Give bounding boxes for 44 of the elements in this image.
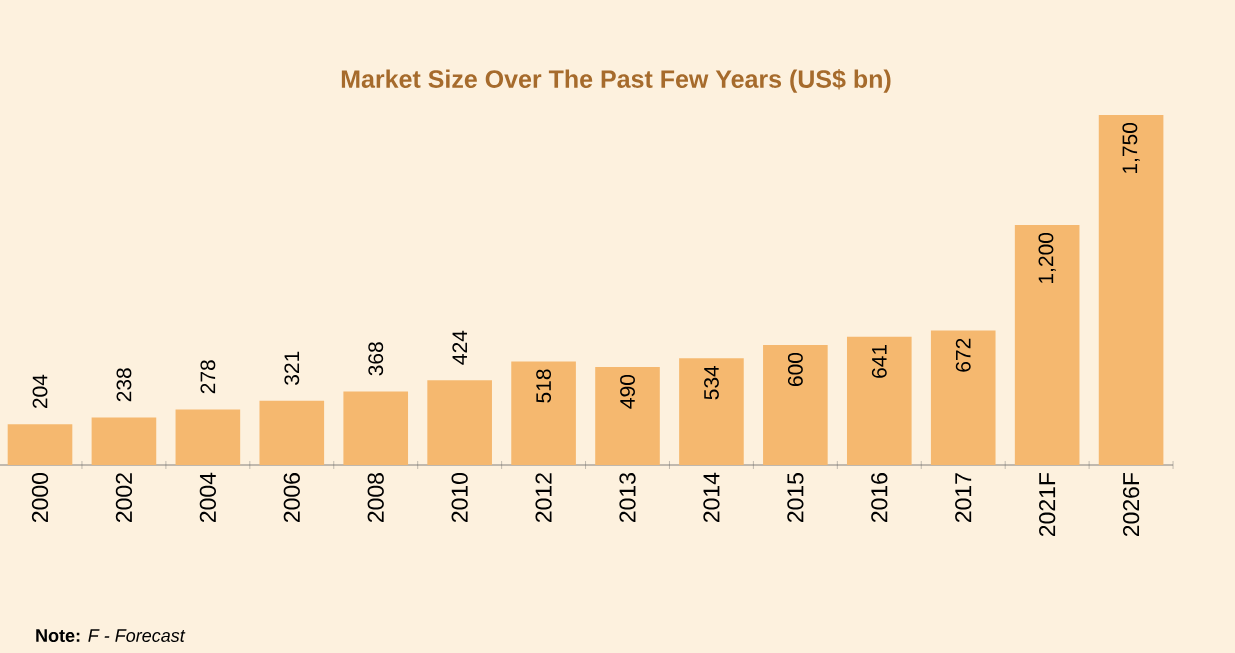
bar bbox=[846, 336, 912, 465]
bar bbox=[91, 417, 157, 465]
x-tick-label: 2015 bbox=[787, 473, 804, 523]
x-tick-label: 2014 bbox=[703, 472, 720, 523]
x-tick-label: 2004 bbox=[199, 472, 216, 523]
data-label: 204 bbox=[32, 374, 48, 409]
data-label: 534 bbox=[704, 365, 719, 400]
bar bbox=[7, 424, 73, 465]
x-tick-label: 2026F bbox=[1122, 473, 1140, 537]
x-tick-label: 2017 bbox=[955, 473, 972, 523]
data-label: 321 bbox=[284, 351, 300, 385]
x-tick-label: 2006 bbox=[283, 473, 300, 523]
bar bbox=[930, 330, 996, 465]
data-label: 641 bbox=[871, 344, 887, 378]
data-label: 490 bbox=[620, 374, 635, 409]
chart-title: Market Size Over The Past Few Years (US$ bn) bbox=[341, 69, 891, 93]
bar bbox=[427, 380, 492, 465]
bar bbox=[343, 391, 409, 465]
data-label: 238 bbox=[116, 368, 132, 402]
data-label: 368 bbox=[368, 342, 384, 376]
bar bbox=[1098, 114, 1164, 465]
data-label: 278 bbox=[200, 360, 216, 394]
x-tick-label: 2012 bbox=[535, 473, 552, 523]
bar bbox=[259, 400, 325, 465]
bar bbox=[511, 361, 576, 465]
x-tick-label: 2008 bbox=[367, 473, 384, 523]
x-tick-label: 2021F bbox=[1039, 473, 1056, 537]
bar bbox=[679, 358, 744, 465]
data-label: 1,750 bbox=[1122, 122, 1140, 174]
bar bbox=[175, 409, 241, 465]
x-tick-label: 2002 bbox=[115, 473, 133, 523]
text: Note: F - Forecast bbox=[36, 629, 186, 642]
x-tick-label: 2016 bbox=[871, 473, 888, 523]
bar bbox=[1014, 225, 1080, 465]
data-label: 518 bbox=[536, 369, 552, 403]
data-label: 672 bbox=[955, 338, 971, 372]
data-label: 424 bbox=[452, 330, 467, 365]
data-label: 600 bbox=[787, 352, 803, 387]
x-tick-label: 2000 bbox=[31, 472, 49, 523]
data-label: 1,200 bbox=[1038, 232, 1056, 284]
x-tick-label: 2010 bbox=[451, 472, 468, 523]
x-tick-label: 2013 bbox=[619, 473, 636, 523]
bar bbox=[763, 345, 828, 465]
bar bbox=[595, 367, 660, 465]
